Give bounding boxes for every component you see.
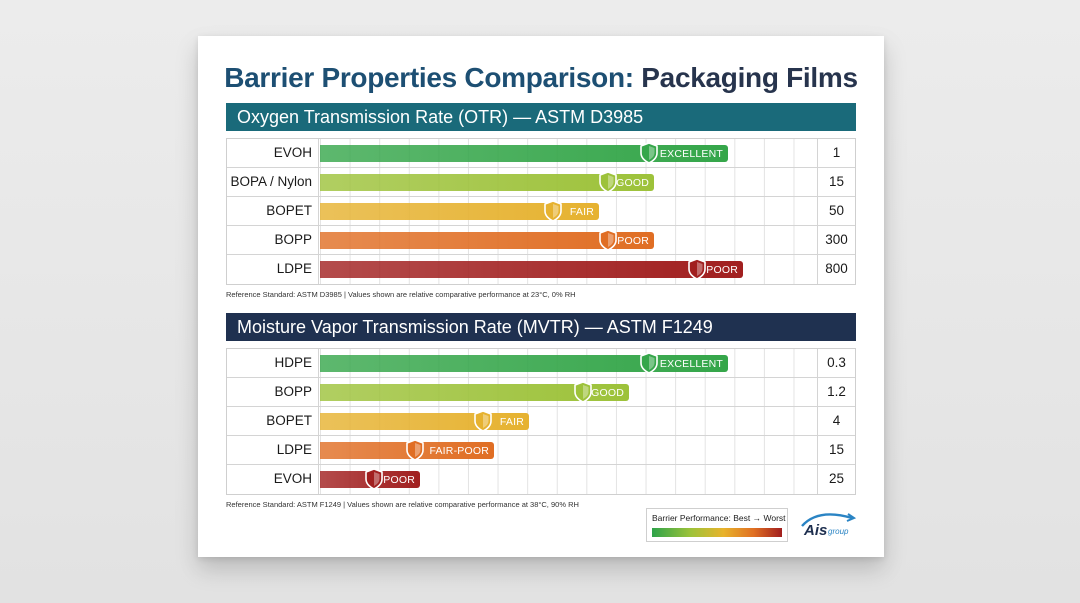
logo-sub-text: group	[828, 527, 849, 536]
value-label: 800	[817, 255, 855, 284]
rating-label: POOR	[617, 234, 649, 247]
rating-badge: POOR	[364, 468, 420, 490]
shield-icon	[473, 410, 492, 432]
category-label: BOPET	[227, 197, 319, 225]
logo-arc-icon	[801, 513, 856, 527]
value-label: 1.2	[817, 378, 855, 406]
value-label: 25	[817, 465, 855, 494]
rating-label: FAIR	[569, 205, 594, 218]
value-label: 15	[817, 436, 855, 464]
plot-area: EXCELLENT	[320, 139, 816, 167]
rating-badge: GOOD	[573, 381, 629, 403]
chart-row: BOPET FAIR 50	[227, 197, 855, 226]
otr-section-header: Oxygen Transmission Rate (OTR) — ASTM D3…	[226, 103, 856, 131]
shield-icon	[687, 258, 706, 280]
category-label: BOPA / Nylon	[227, 168, 319, 196]
rating-badge: FAIR	[543, 200, 599, 222]
chart-row: EVOH EXCELLENT 1	[227, 139, 855, 168]
rating-badge: FAIR-POOR	[405, 439, 494, 461]
rating-label: FAIR-POOR	[429, 444, 489, 457]
shield-icon	[639, 352, 658, 374]
rating-label: GOOD	[616, 176, 649, 189]
plot-area: EXCELLENT	[320, 349, 816, 377]
rating-badge: GOOD	[598, 171, 654, 193]
chart-row: LDPE FAIR-POOR 15	[227, 436, 855, 465]
shield-icon	[598, 171, 617, 193]
rating-badge: EXCELLENT	[639, 142, 728, 164]
rating-label: EXCELLENT	[659, 147, 723, 160]
legend-gradient-bar	[652, 528, 782, 537]
chart-row: EVOH POOR 25	[227, 465, 855, 494]
data-bar: EXCELLENT	[320, 142, 728, 164]
chart-sheet: Barrier Properties Comparison: Packaging…	[198, 36, 884, 557]
chart-row: BOPP POOR 300	[227, 226, 855, 255]
shield-icon	[639, 142, 658, 164]
category-label: LDPE	[227, 255, 319, 284]
category-label: BOPP	[227, 226, 319, 254]
title-accent: Packaging Films	[641, 62, 858, 93]
rating-label: POOR	[706, 263, 738, 276]
page-title: Barrier Properties Comparison: Packaging…	[198, 62, 884, 94]
rating-badge: POOR	[687, 258, 743, 280]
value-label: 15	[817, 168, 855, 196]
data-bar: POOR	[320, 229, 654, 251]
legend-label: Barrier Performance: Best → Worst	[652, 513, 786, 523]
category-label: HDPE	[227, 349, 319, 377]
rating-label: FAIR	[499, 415, 524, 428]
mvtr-section-header: Moisture Vapor Transmission Rate (MVTR) …	[226, 313, 856, 341]
rating-badge: POOR	[598, 229, 654, 251]
title-main: Barrier Properties Comparison:	[224, 62, 634, 93]
data-bar: POOR	[320, 468, 420, 490]
chart-row: LDPE POOR 800	[227, 255, 855, 284]
rating-label: POOR	[383, 473, 415, 486]
plot-area: FAIR-POOR	[320, 436, 816, 464]
mvtr-footnote: Reference Standard: ASTM F1249 | Values …	[226, 500, 579, 509]
shield-icon	[573, 381, 592, 403]
chart-row: BOPP GOOD 1.2	[227, 378, 855, 407]
value-label: 50	[817, 197, 855, 225]
value-label: 4	[817, 407, 855, 435]
plot-area: POOR	[320, 226, 816, 254]
chart-row: HDPE EXCELLENT 0.3	[227, 349, 855, 378]
category-label: EVOH	[227, 465, 319, 494]
otr-chart-table: EVOH EXCELLENT 1 BOPA / Nylon GOOD 15 BOPET FAI…	[226, 138, 856, 285]
data-bar: FAIR	[320, 410, 529, 432]
chart-row: BOPET FAIR 4	[227, 407, 855, 436]
mvtr-chart-table: HDPE EXCELLENT 0.3 BOPP GOOD 1.2 BOPET FAIR 4 LDP…	[226, 348, 856, 495]
data-bar: POOR	[320, 258, 743, 280]
rating-badge: FAIR	[473, 410, 529, 432]
category-label: LDPE	[227, 436, 319, 464]
value-label: 0.3	[817, 349, 855, 377]
plot-area: FAIR	[320, 197, 816, 225]
plot-area: FAIR	[320, 407, 816, 435]
value-label: 1	[817, 139, 855, 167]
shield-icon	[543, 200, 562, 222]
plot-area: GOOD	[320, 378, 816, 406]
value-label: 300	[817, 226, 855, 254]
shield-icon	[364, 468, 383, 490]
plot-area: POOR	[320, 465, 816, 494]
data-bar: FAIR-POOR	[320, 439, 494, 461]
data-bar: FAIR	[320, 200, 599, 222]
data-bar: EXCELLENT	[320, 352, 728, 374]
ais-group-logo: Ais group	[796, 510, 858, 544]
plot-area: POOR	[320, 255, 816, 284]
performance-legend: Barrier Performance: Best → Worst	[646, 508, 788, 542]
otr-footnote: Reference Standard: ASTM D3985 | Values …	[226, 290, 576, 299]
category-label: EVOH	[227, 139, 319, 167]
data-bar: GOOD	[320, 171, 654, 193]
rating-label: GOOD	[591, 386, 624, 399]
category-label: BOPP	[227, 378, 319, 406]
data-bar: GOOD	[320, 381, 629, 403]
rating-label: EXCELLENT	[659, 357, 723, 370]
shield-icon	[598, 229, 617, 251]
plot-area: GOOD	[320, 168, 816, 196]
category-label: BOPET	[227, 407, 319, 435]
chart-row: BOPA / Nylon GOOD 15	[227, 168, 855, 197]
logo-main-text: Ais	[804, 522, 828, 539]
rating-badge: EXCELLENT	[639, 352, 728, 374]
shield-icon	[405, 439, 424, 461]
